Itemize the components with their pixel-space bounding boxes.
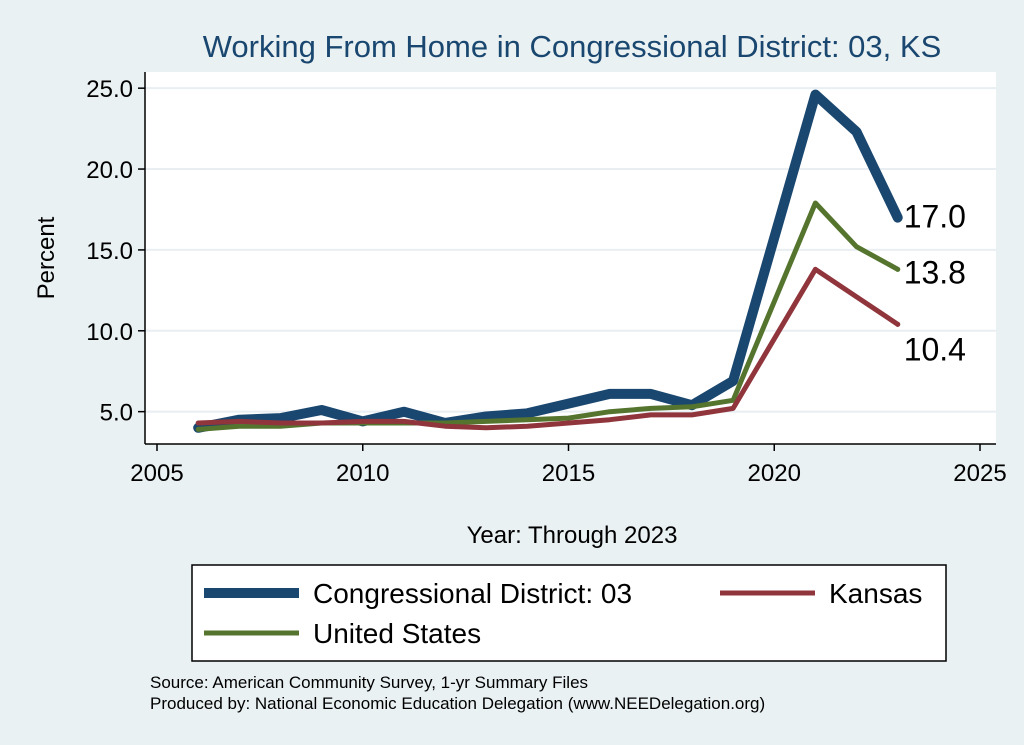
end-point-marker (895, 215, 901, 221)
y-tick-label: 15.0 (86, 238, 133, 265)
series-lines (193, 89, 903, 433)
legend: Congressional District: 03 Kansas United… (191, 564, 947, 662)
produced-by-note: Produced by: National Economic Education… (150, 694, 765, 713)
series-line-district (193, 89, 903, 433)
plot-area (145, 72, 996, 444)
chart-title: Working From Home in Congressional Distr… (203, 29, 942, 64)
y-tick-label: 5.0 (100, 400, 133, 427)
x-tick-label: 2025 (953, 460, 1006, 487)
end-point-marker (895, 266, 901, 272)
source-note: Source: American Community Survey, 1-yr … (150, 673, 588, 692)
legend-box (191, 564, 947, 662)
end-point-marker (895, 321, 901, 327)
y-tick-label: 10.0 (86, 319, 133, 346)
x-tick-label: 2005 (130, 460, 183, 487)
legend-label-kansas: Kansas (829, 578, 922, 609)
legend-label-district: Congressional District: 03 (313, 578, 632, 609)
x-ticks: 2005 2010 2015 2020 2025 (130, 444, 1007, 487)
y-axis-label: Percent (33, 216, 60, 299)
end-label-district: 17.0 (904, 199, 966, 235)
y-tick-label: 20.0 (86, 157, 133, 184)
end-label-kansas: 10.4 (904, 331, 966, 367)
y-tick-label: 25.0 (86, 76, 133, 103)
x-tick-label: 2010 (336, 460, 389, 487)
end-labels: 17.0 10.4 13.8 (904, 199, 966, 368)
x-axis-label: Year: Through 2023 (467, 522, 678, 549)
grid (145, 87, 996, 413)
legend-label-us: United States (313, 618, 481, 649)
end-label-us: 13.8 (904, 254, 966, 290)
series-line-kansas (195, 266, 901, 431)
y-ticks: 5.0 10.0 15.0 20.0 25.0 (86, 76, 145, 427)
x-tick-label: 2020 (748, 460, 801, 487)
x-tick-label: 2015 (542, 460, 595, 487)
